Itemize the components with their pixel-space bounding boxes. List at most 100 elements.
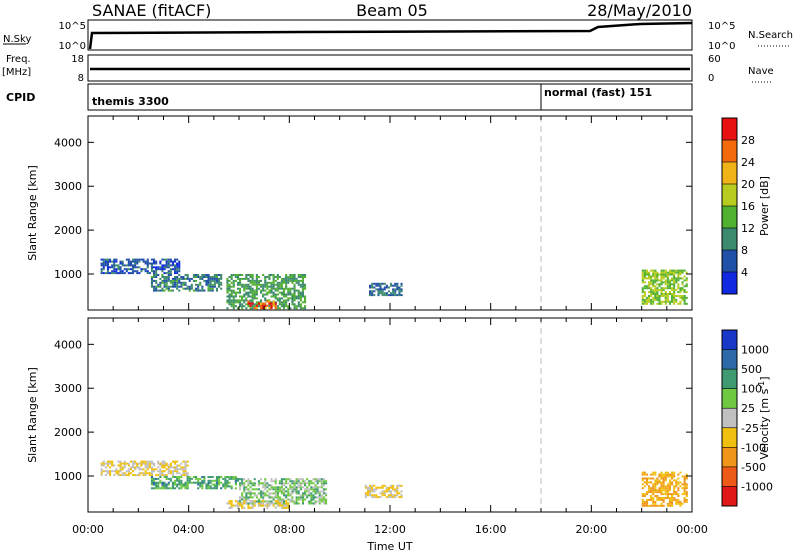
data-cell: [394, 490, 397, 493]
data-cell: [257, 498, 260, 501]
data-cell: [125, 474, 128, 477]
data-cell: [113, 474, 116, 477]
data-cell: [293, 297, 296, 300]
data-cell: [276, 496, 279, 499]
data-cell: [675, 271, 678, 274]
data-cell: [230, 487, 233, 490]
data-cell: [295, 305, 298, 308]
data-cell: [230, 291, 233, 294]
data-cell: [683, 481, 686, 484]
colorbar-cell: [722, 447, 737, 468]
data-cell: [671, 502, 674, 505]
data-cell: [163, 283, 166, 286]
data-cell: [671, 277, 674, 280]
data-cell: [155, 260, 158, 263]
data-cell: [251, 301, 254, 304]
data-cell: [276, 504, 279, 507]
data-cell: [304, 299, 307, 302]
data-cell: [325, 492, 328, 495]
data-cell: [153, 262, 156, 265]
data-cell: [247, 293, 250, 296]
data-cell: [396, 284, 399, 287]
data-cell: [228, 287, 231, 290]
data-cell: [278, 482, 281, 485]
data-cell: [668, 269, 671, 272]
data-cell: [681, 493, 684, 496]
data-cell: [295, 486, 298, 489]
data-cell: [660, 493, 663, 496]
data-cell: [136, 258, 139, 261]
data-cell: [274, 293, 277, 296]
data-cell: [268, 488, 271, 491]
data-cell: [146, 464, 149, 467]
data-cell: [232, 281, 235, 284]
data-cell: [671, 271, 674, 274]
data-cell: [134, 262, 137, 265]
data-cell: [241, 504, 244, 507]
data-cell: [283, 506, 286, 509]
data-cell: [266, 281, 269, 284]
data-cell: [675, 500, 678, 503]
data-cell: [121, 264, 124, 267]
data-cell: [385, 488, 388, 491]
data-cell: [230, 477, 233, 480]
data-cell: [127, 260, 130, 263]
x-tick-labels: 00:00 04:00 08:00 12:00 16:00 20:00 00:00: [72, 523, 708, 536]
data-cell: [171, 474, 174, 477]
data-cell: [255, 297, 258, 300]
data-cell: [312, 478, 315, 481]
data-cell: [280, 293, 283, 296]
data-cell: [280, 283, 283, 286]
data-cell: [295, 480, 298, 483]
data-cell: [251, 291, 254, 294]
data-cell: [673, 295, 676, 297]
data-cell: [163, 264, 166, 267]
data-cell: [209, 283, 212, 286]
data-cell: [161, 487, 164, 490]
data-cell: [654, 275, 657, 278]
data-cell: [398, 286, 401, 289]
data-cell: [234, 477, 237, 480]
data-cell: [671, 269, 674, 272]
data-cell: [668, 291, 671, 294]
data-cell: [268, 502, 271, 505]
data-cell: [289, 293, 292, 296]
data-cell: [280, 506, 283, 509]
data-cell: [285, 277, 288, 280]
data-cell: [664, 283, 667, 286]
data-cell: [645, 473, 648, 476]
data-cell: [176, 485, 179, 488]
data-cell: [314, 480, 317, 483]
data-cell: [100, 270, 103, 273]
data-cell: [184, 281, 187, 284]
data-cell: [171, 289, 174, 292]
data-cell: [102, 260, 105, 263]
data-cell: [652, 296, 655, 299]
data-cell: [295, 277, 298, 280]
data-cell: [268, 302, 271, 305]
data-cell: [184, 468, 187, 471]
data-cell: [251, 496, 254, 499]
data-cell: [159, 468, 162, 471]
data-cell: [113, 262, 116, 265]
data-cell: [245, 287, 248, 290]
data-cell: [654, 502, 657, 505]
data-cell: [211, 279, 214, 282]
data-cell: [230, 274, 233, 276]
data-cell: [165, 483, 168, 486]
data-cell: [153, 470, 156, 473]
data-cell: [228, 297, 231, 300]
data-cell: [681, 295, 684, 297]
data-cell: [683, 483, 686, 486]
data-cell: [272, 281, 275, 284]
data-cell: [262, 496, 265, 499]
data-cell: [656, 483, 659, 486]
data-cell: [102, 264, 105, 267]
data-cell: [180, 468, 183, 471]
data-cell: [184, 277, 187, 280]
data-cell: [299, 285, 302, 288]
data-cell: [381, 492, 384, 495]
data-cell: [278, 301, 281, 304]
data-cell: [660, 281, 663, 284]
data-cell: [247, 300, 250, 303]
